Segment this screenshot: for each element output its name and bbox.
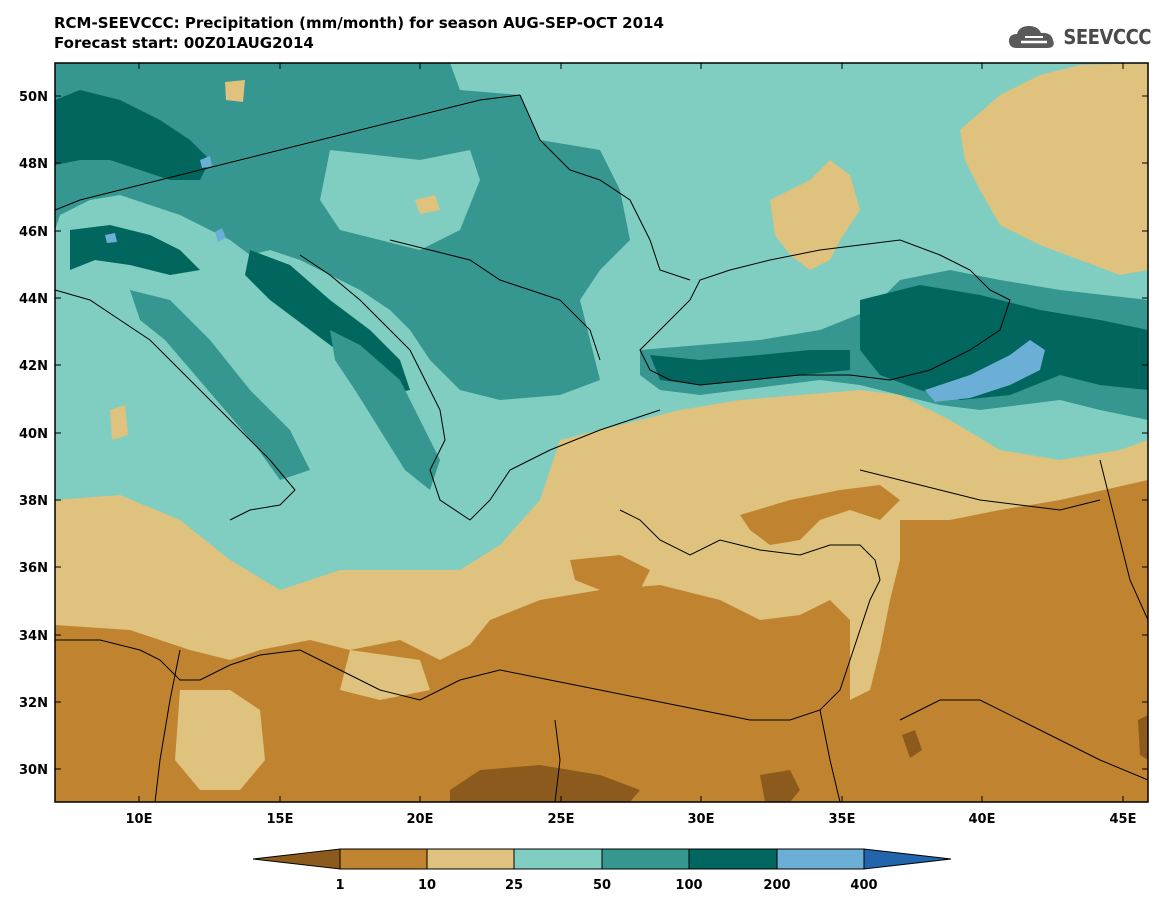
colorbar-swatch-50-100 xyxy=(601,848,690,870)
colorbar-swatch-100-200 xyxy=(688,848,778,870)
lat-label-46n: 46N xyxy=(19,225,48,240)
colorbar-label-400: 400 xyxy=(850,878,877,893)
lat-tick-38n: 38N xyxy=(19,494,1148,509)
cloud-icon xyxy=(1009,26,1055,48)
colorbar-swatch-10-25 xyxy=(426,848,515,870)
precipitation-field xyxy=(55,63,1148,802)
lon-tick-25e: 25E xyxy=(548,63,575,827)
lon-tick-35e: 35E xyxy=(829,63,856,827)
map-title: RCM-SEEVCCC: Precipitation (mm/month) fo… xyxy=(54,14,664,32)
precip-region-200-400 xyxy=(70,225,200,275)
colorbar-swatch-25-50 xyxy=(513,848,603,870)
forecast-start-subtitle: Forecast start: 00Z01AUG2014 xyxy=(54,34,314,52)
lon-tick-15e: 15E xyxy=(267,63,294,827)
lat-label-44n: 44N xyxy=(19,292,48,307)
lon-label-30e: 30E xyxy=(688,812,715,827)
lat-label-34n: 34N xyxy=(19,629,48,644)
lat-label-50n: 50N xyxy=(19,90,48,105)
colorbar-label-25: 25 xyxy=(505,878,523,893)
colorbar-label-50: 50 xyxy=(593,878,611,893)
lat-label-30n: 30N xyxy=(19,763,48,778)
lon-label-25e: 25E xyxy=(548,812,575,827)
lon-label-40e: 40E xyxy=(969,812,996,827)
lon-label-20e: 20E xyxy=(407,812,434,827)
logo-text: SEEVCCC xyxy=(1063,25,1151,49)
lon-label-35e: 35E xyxy=(829,812,856,827)
lon-tick-45e: 45E xyxy=(1110,63,1137,827)
lat-label-42n: 42N xyxy=(19,359,48,374)
lon-tick-10e: 10E xyxy=(126,63,153,827)
colorbar-swatch-1-10 xyxy=(339,848,428,870)
lon-label-45e: 45E xyxy=(1110,812,1137,827)
lon-tick-30e: 30E xyxy=(688,63,715,827)
lat-tick-44n: 44N xyxy=(19,292,1148,307)
lat-tick-40n: 40N xyxy=(19,427,1148,442)
coastlines xyxy=(55,94,1148,802)
longitude-axis: 10E 15E 20E 25E 30E 35E 40E 45E xyxy=(126,63,1137,827)
lat-label-36n: 36N xyxy=(19,561,48,576)
colorbar-label-10: 10 xyxy=(418,878,436,893)
lat-label-40n: 40N xyxy=(19,427,48,442)
lon-tick-40e: 40E xyxy=(969,63,996,827)
latitude-axis: 50N 48N 46N 44N 42N 40N 38N 36N 34N 32N … xyxy=(19,90,1148,778)
colorbar-label-200: 200 xyxy=(763,878,790,893)
precip-region-10-25 xyxy=(55,480,1148,802)
lat-tick-36n: 36N xyxy=(19,561,1148,576)
colorbar-label-100: 100 xyxy=(675,878,702,893)
precip-region-400-plus xyxy=(215,228,226,242)
colorbar-label-1: 1 xyxy=(335,878,344,893)
lon-label-10e: 10E xyxy=(126,812,153,827)
lon-label-15e: 15E xyxy=(267,812,294,827)
lat-tick-42n: 42N xyxy=(19,359,1148,374)
lat-label-48n: 48N xyxy=(19,157,48,172)
colorbar: 1 10 25 50 100 200 400 xyxy=(252,848,952,893)
lat-tick-34n: 34N xyxy=(19,629,1148,644)
precip-region-below-1 xyxy=(450,765,640,802)
colorbar-swatch-lt1 xyxy=(252,848,341,870)
lat-tick-50n: 50N xyxy=(19,90,1148,105)
lat-tick-32n: 32N xyxy=(19,696,1148,711)
colorbar-swatch-gt400 xyxy=(863,848,952,870)
lat-tick-30n: 30N xyxy=(19,763,1148,778)
precip-region-200-400 xyxy=(55,90,210,180)
precip-region-100-200 xyxy=(55,63,630,400)
lat-label-38n: 38N xyxy=(19,494,48,509)
seevccc-logo: SEEVCCC xyxy=(1007,22,1151,52)
lon-tick-20e: 20E xyxy=(407,63,434,827)
precip-region-50-100 xyxy=(320,150,480,250)
lat-tick-48n: 48N xyxy=(19,157,1148,172)
colorbar-swatch-200-400 xyxy=(776,848,865,870)
lat-label-32n: 32N xyxy=(19,696,48,711)
lat-tick-46n: 46N xyxy=(19,225,1148,240)
